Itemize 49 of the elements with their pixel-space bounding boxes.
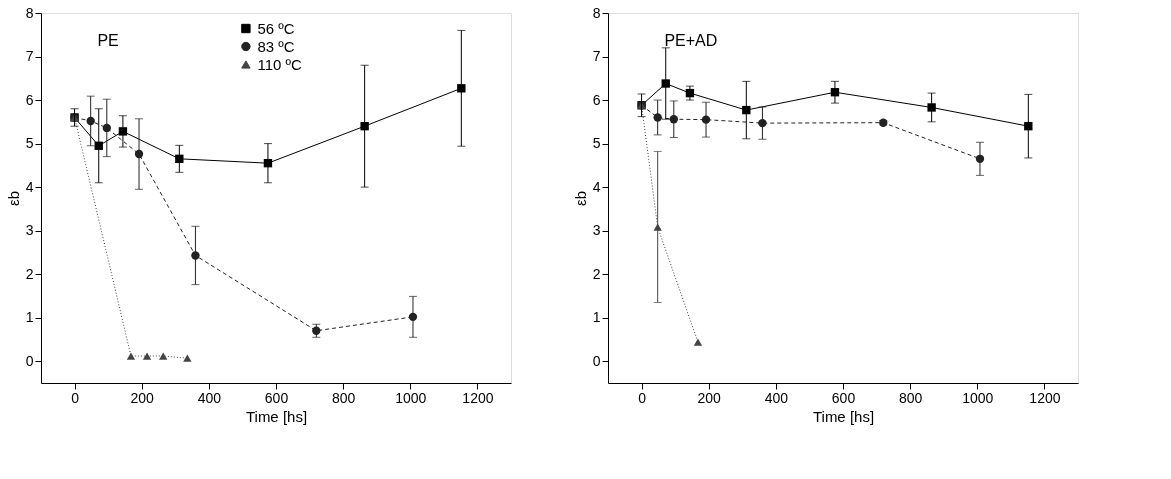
x-tick-label: 200 xyxy=(130,389,155,406)
y-tick-label: 6 xyxy=(592,91,601,108)
y-axis-title: εb xyxy=(4,190,22,207)
x-tick-label: 800 xyxy=(331,389,356,406)
x-tick-label: 1000 xyxy=(395,389,427,406)
y-tick-label: 8 xyxy=(592,4,601,21)
y-tick-label: 6 xyxy=(25,91,34,108)
x-axis-title: Time [hs] xyxy=(812,407,875,425)
legend-label: 56 ºC xyxy=(257,19,295,37)
y-tick-label: 4 xyxy=(25,178,34,195)
x-tick-label: 1200 xyxy=(462,389,494,406)
y-tick-label: 7 xyxy=(25,48,34,65)
x-tick-label: 200 xyxy=(697,389,722,406)
annotation: PE xyxy=(97,32,119,49)
x-tick-label: 600 xyxy=(264,389,289,406)
y-tick-label: 2 xyxy=(592,265,601,282)
y-tick-label: 3 xyxy=(592,222,601,239)
point xyxy=(927,103,936,112)
point xyxy=(126,352,136,360)
y-tick-label: 8 xyxy=(25,4,34,21)
y-tick-label: 0 xyxy=(25,352,34,369)
x-tick-label: 600 xyxy=(831,389,856,406)
x-tick-label: 400 xyxy=(197,389,222,406)
y-tick-label: 7 xyxy=(592,48,601,65)
x-tick-label: 1200 xyxy=(1029,389,1061,406)
y-tick-label: 2 xyxy=(25,265,34,282)
x-tick-label: 1000 xyxy=(962,389,994,406)
point xyxy=(142,352,152,360)
y-tick-label: 5 xyxy=(25,135,34,152)
annotation: PE+AD xyxy=(664,32,718,49)
point xyxy=(183,354,192,362)
x-tick-label: 0 xyxy=(638,389,647,406)
x-axis-title: Time [hs] xyxy=(245,407,308,425)
x-tick-label: 800 xyxy=(898,389,923,406)
legend-label: 110 ºC xyxy=(257,55,302,73)
y-tick-label: 0 xyxy=(592,352,601,369)
point xyxy=(661,79,670,88)
x-tick-label: 0 xyxy=(71,389,80,406)
y-axis-title: εb xyxy=(571,190,589,207)
y-tick-label: 1 xyxy=(592,309,601,326)
y-tick-label: 3 xyxy=(25,222,34,239)
x-tick-label: 400 xyxy=(764,389,789,406)
point xyxy=(693,338,703,346)
y-tick-label: 4 xyxy=(592,178,601,195)
y-tick-label: 1 xyxy=(25,309,34,326)
y-tick-label: 5 xyxy=(592,135,601,152)
point xyxy=(360,121,369,131)
point xyxy=(159,352,168,360)
legend-label: 83 ºC xyxy=(257,37,295,55)
